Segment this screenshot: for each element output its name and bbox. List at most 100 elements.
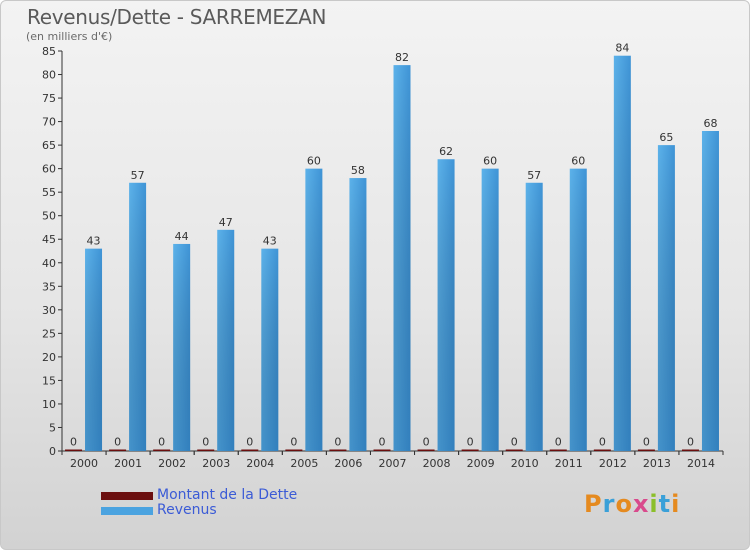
- y-tick-label: 85: [42, 45, 56, 58]
- x-tick-label: 2009: [467, 457, 495, 470]
- bar-revenue-shade: [481, 168, 499, 451]
- bar-debt: [681, 449, 699, 451]
- logo-letter: P: [584, 490, 603, 518]
- value-label-revenue: 43: [87, 235, 101, 248]
- value-label-revenue: 68: [703, 117, 717, 130]
- value-label-debt: 0: [158, 436, 165, 449]
- x-tick-label: 2013: [643, 457, 671, 470]
- value-label-debt: 0: [555, 436, 562, 449]
- bar-revenue-shade: [569, 168, 587, 451]
- value-label-revenue: 58: [351, 164, 365, 177]
- value-label-revenue: 60: [571, 155, 585, 168]
- value-label-debt: 0: [246, 436, 253, 449]
- value-label-debt: 0: [643, 436, 650, 449]
- y-tick-label: 35: [42, 280, 56, 293]
- value-label-debt: 0: [687, 436, 694, 449]
- y-tick-label: 10: [42, 398, 56, 411]
- y-tick-label: 75: [42, 92, 56, 105]
- x-tick-label: 2008: [423, 457, 451, 470]
- logo-letter: i: [671, 490, 681, 518]
- value-label-revenue: 47: [219, 216, 233, 229]
- value-label-revenue: 62: [439, 145, 453, 158]
- x-tick-label: 2014: [687, 457, 715, 470]
- bar-debt: [65, 449, 83, 451]
- value-label-debt: 0: [423, 436, 430, 449]
- bar-revenue-shade: [393, 65, 411, 451]
- bar-revenue-shade: [349, 178, 367, 451]
- bar-debt: [153, 449, 171, 451]
- bar-debt: [549, 449, 567, 451]
- y-tick-label: 60: [42, 163, 56, 176]
- bar-revenue-shade: [85, 248, 103, 451]
- y-tick-label: 50: [42, 210, 56, 223]
- x-tick-label: 2010: [511, 457, 539, 470]
- chart-subtitle: (en milliers d'€): [26, 30, 113, 43]
- x-tick-label: 2007: [379, 457, 407, 470]
- x-tick-label: 2003: [202, 457, 230, 470]
- x-tick-label: 2012: [599, 457, 627, 470]
- chart-bars: [65, 55, 719, 452]
- value-label-revenue: 82: [395, 51, 409, 64]
- bar-debt: [285, 449, 303, 451]
- y-tick-label: 70: [42, 116, 56, 129]
- y-tick-label: 20: [42, 351, 56, 364]
- value-label-debt: 0: [334, 436, 341, 449]
- logo-letter: o: [615, 490, 633, 518]
- x-tick-label: 2000: [70, 457, 98, 470]
- value-label-revenue: 44: [175, 230, 189, 243]
- bar-debt: [593, 449, 611, 451]
- chart-axes: 0 5 10 15 20 25 30 35 40 45 50 55 60 65 70 75 80 85 2000 20…: [42, 45, 724, 470]
- value-label-debt: 0: [202, 436, 209, 449]
- bar-debt: [329, 449, 347, 451]
- bar-debt: [461, 449, 479, 451]
- legend-swatch-revenue: [101, 507, 153, 515]
- bar-revenue-shade: [613, 55, 631, 452]
- logo-letter: x: [632, 490, 650, 518]
- value-label-debt: 0: [599, 436, 606, 449]
- bar-debt: [417, 449, 435, 451]
- value-label-debt: 0: [70, 436, 77, 449]
- chart-value-labels: 0 43 0 57 0 44 0 47 0 43 0 60 0 58 0 82 0 62 0 60 0 57 0 60 0 84 0…: [70, 42, 717, 449]
- y-tick-label: 30: [42, 304, 56, 317]
- bar-revenue-shade: [525, 182, 543, 451]
- legend-label-debt: Montant de la Dette: [157, 487, 298, 503]
- value-label-debt: 0: [114, 436, 121, 449]
- bar-revenue-shade: [657, 145, 675, 451]
- logo-letter: t: [658, 490, 672, 518]
- logo-letter: r: [602, 490, 616, 518]
- y-tick-label: 5: [49, 421, 56, 434]
- bar-revenue-shade: [305, 168, 323, 451]
- bar-revenue-shade: [701, 131, 719, 451]
- value-label-revenue: 43: [263, 235, 277, 248]
- y-tick-label: 65: [42, 139, 56, 152]
- value-label-revenue: 60: [483, 155, 497, 168]
- bar-debt: [373, 449, 391, 451]
- bar-revenue-shade: [261, 248, 279, 451]
- x-tick-label: 2006: [334, 457, 362, 470]
- chart-title: Revenus/Dette - SARREMEZAN: [27, 5, 327, 29]
- y-tick-label: 45: [42, 233, 56, 246]
- x-tick-label: 2005: [290, 457, 318, 470]
- y-tick-label: 0: [49, 445, 56, 458]
- legend-swatch-debt: [101, 492, 153, 500]
- x-tick-label: 2004: [246, 457, 274, 470]
- value-label-debt: 0: [511, 436, 518, 449]
- value-label-debt: 0: [379, 436, 386, 449]
- y-tick-label: 25: [42, 327, 56, 340]
- bar-revenue-shade: [173, 243, 191, 451]
- value-label-debt: 0: [290, 436, 297, 449]
- x-tick-label: 2002: [158, 457, 186, 470]
- bar-revenue-shade: [437, 159, 455, 451]
- logo-letter: i: [649, 490, 659, 518]
- value-label-revenue: 65: [659, 131, 673, 144]
- y-tick-label: 80: [42, 69, 56, 82]
- y-tick-label: 15: [42, 374, 56, 387]
- value-label-revenue: 84: [615, 42, 629, 55]
- bar-debt: [637, 449, 655, 451]
- value-label-debt: 0: [467, 436, 474, 449]
- bar-revenue-shade: [129, 182, 147, 451]
- bar-debt: [241, 449, 259, 451]
- y-tick-label: 40: [42, 257, 56, 270]
- x-tick-label: 2011: [555, 457, 583, 470]
